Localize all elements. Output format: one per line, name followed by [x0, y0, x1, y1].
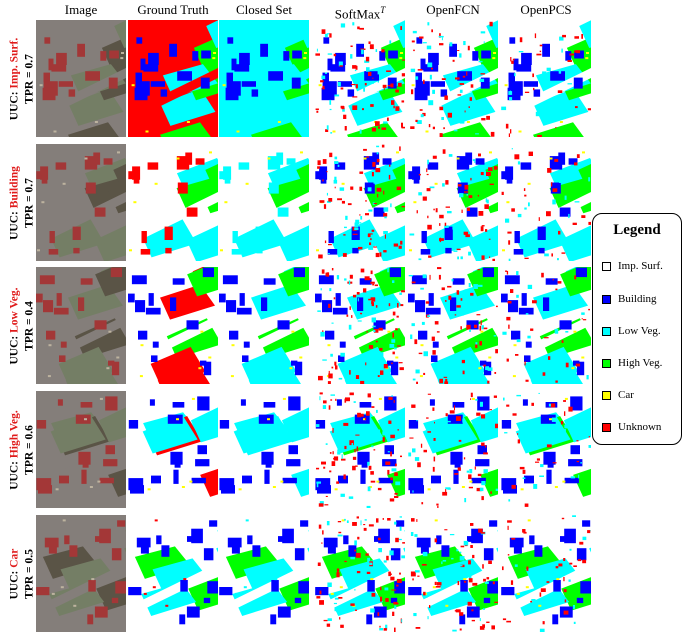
softmax-map-row-5 — [315, 515, 405, 632]
uuc-class-name: Low Veg. — [8, 287, 20, 333]
tpr-label: TPR = 0.6 — [23, 424, 35, 475]
uuc-prefix: UUC: — [8, 457, 20, 490]
closed-set-map-row-4 — [219, 391, 309, 508]
uuc-class-name: Car — [8, 548, 20, 568]
tpr-label: TPR = 0.4 — [23, 300, 35, 351]
legend-item: High Veg. — [602, 356, 662, 370]
softmax-map-row-4 — [315, 391, 405, 508]
uuc-prefix: UUC: — [8, 567, 20, 599]
column-header-ground-truth: Ground Truth — [137, 2, 209, 17]
legend-label: Low Veg. — [618, 325, 661, 337]
tpr-label: TPR = 0.7 — [23, 53, 35, 104]
openfcn-map-row-1 — [408, 20, 498, 137]
legend-item: Unknown — [602, 420, 661, 434]
row-label-2: UUC: Building TPR = 0.7 — [0, 144, 35, 261]
softmax-label: SoftMax — [334, 6, 381, 22]
uuc-label: UUC: Imp. Surf. — [8, 20, 22, 137]
tpr-label: TPR = 0.7 — [23, 177, 35, 228]
closed-set-map-row-2 — [219, 144, 309, 261]
legend-label: Building — [618, 293, 657, 305]
legend-swatch — [602, 261, 611, 271]
uuc-label: UUC: High Veg. — [8, 391, 22, 508]
closed-set-map-row-3 — [219, 267, 309, 384]
openpcs-map-row-3 — [501, 267, 591, 384]
openpcs-map-row-4 — [501, 391, 591, 508]
column-header-openpcs: OpenPCS — [520, 2, 572, 17]
legend-swatch — [602, 390, 611, 400]
uuc-prefix: UUC: — [8, 332, 20, 364]
softmax-map-row-1 — [315, 20, 405, 137]
openfcn-map-row-5 — [408, 515, 498, 632]
legend-label: High Veg. — [618, 357, 663, 369]
openfcn-map-row-2 — [408, 144, 498, 261]
aerial-image-row-3 — [36, 267, 126, 384]
row-label-1: UUC: Imp. Surf. TPR = 0.7 — [0, 20, 35, 137]
ground-truth-map-row-1 — [128, 20, 218, 137]
ground-truth-map-row-5 — [128, 515, 218, 632]
openpcs-map-row-5 — [501, 515, 591, 632]
uuc-class-name: Building — [8, 165, 20, 208]
legend-swatch — [602, 326, 611, 336]
legend-swatch — [602, 294, 611, 304]
closed-set-map-row-1 — [219, 20, 309, 137]
openfcn-map-row-4 — [408, 391, 498, 508]
row-label-3: UUC: Low Veg. TPR = 0.4 — [0, 267, 35, 384]
uuc-class-name: Imp. Surf. — [8, 37, 20, 89]
tpr-label: TPR = 0.5 — [23, 548, 35, 599]
row-label-4: UUC: High Veg. TPR = 0.6 — [0, 391, 35, 508]
legend-swatch — [602, 358, 611, 368]
legend-item: Building — [602, 292, 657, 306]
uuc-label: UUC: Low Veg. — [8, 267, 22, 384]
ground-truth-map-row-3 — [128, 267, 218, 384]
legend-title: Legend — [613, 222, 661, 238]
ground-truth-map-row-4 — [128, 391, 218, 508]
legend-swatch — [602, 422, 611, 432]
legend-label: Imp. Surf. — [618, 260, 663, 272]
aerial-image-row-5 — [36, 515, 126, 632]
softmax-map-row-2 — [315, 144, 405, 261]
openpcs-map-row-2 — [501, 144, 591, 261]
softmax-map-row-3 — [315, 267, 405, 384]
legend-label: Car — [618, 389, 634, 401]
legend-item: Car — [602, 388, 634, 402]
openfcn-map-row-3 — [408, 267, 498, 384]
openpcs-map-row-1 — [501, 20, 591, 137]
uuc-label: UUC: Car — [8, 515, 22, 632]
legend-item: Low Veg. — [602, 324, 661, 338]
column-header-closed-set: Closed Set — [236, 2, 292, 17]
column-header-softmax: SoftMaxT — [315, 1, 405, 23]
aerial-image-row-1 — [36, 20, 126, 137]
closed-set-map-row-5 — [219, 515, 309, 632]
legend-box: Legend Imp. Surf. Building Low Veg. High Ve… — [592, 213, 682, 445]
row-label-5: UUC: Car TPR = 0.5 — [0, 515, 35, 632]
legend-label: Unknown — [618, 421, 662, 433]
uuc-prefix: UUC: — [8, 207, 20, 240]
uuc-label: UUC: Building — [8, 144, 22, 261]
column-header-image: Image — [64, 2, 98, 17]
softmax-superscript: T — [380, 5, 386, 15]
aerial-image-row-4 — [36, 391, 126, 508]
uuc-prefix: UUC: — [8, 88, 20, 120]
uuc-class-name: High Veg. — [8, 409, 20, 458]
column-header-openfcn: OpenFCN — [426, 2, 480, 17]
ground-truth-map-row-2 — [128, 144, 218, 261]
legend-item: Imp. Surf. — [602, 259, 663, 273]
aerial-image-row-2 — [36, 144, 126, 261]
